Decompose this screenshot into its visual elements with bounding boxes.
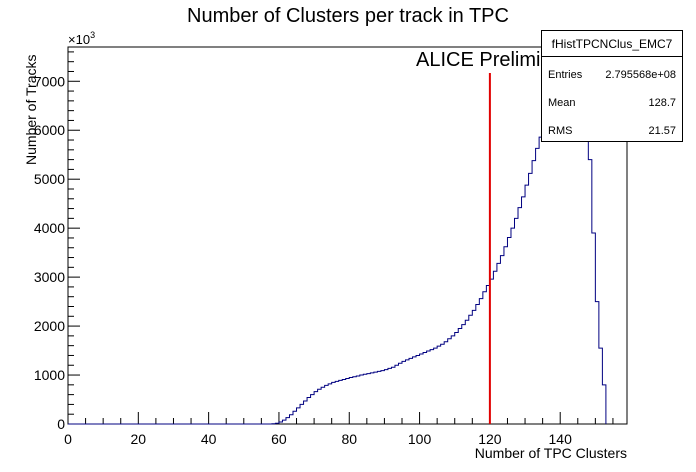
x-tick-label: 40 [201, 431, 217, 447]
stats-value: 2.795568e+08 [605, 69, 676, 81]
y-tick-label: 7000 [34, 73, 65, 89]
y-tick-label: 6000 [34, 122, 65, 138]
chart-title: Number of Clusters per track in TPC [187, 5, 509, 27]
stats-value: 128.7 [648, 97, 676, 109]
y-multiplier: ×103 [68, 30, 95, 47]
y-axis: 0 1000 2000 3000 4000 5000 6000 7000 [34, 51, 80, 432]
x-tick-label: 60 [271, 431, 287, 447]
x-tick-label: 140 [549, 431, 573, 447]
histogram-series-line [68, 73, 607, 425]
stats-row-mean: Mean 128.7 [548, 95, 676, 111]
x-tick-label: 120 [478, 431, 502, 447]
stats-label: Mean [548, 97, 576, 109]
y-tick-label: 0 [57, 416, 65, 432]
y-tick-label: 3000 [34, 269, 65, 285]
x-tick-label: 0 [64, 431, 72, 447]
x-tick-label: 80 [341, 431, 357, 447]
stats-label: RMS [548, 125, 573, 137]
x-axis: 0 20 40 60 80 100 120 140 [64, 412, 614, 447]
stats-title: fHistTPCNClus_EMC7 [542, 31, 682, 57]
y-tick-label: 5000 [34, 171, 65, 187]
y-multiplier-exp: 3 [90, 30, 95, 40]
plot-frame [67, 46, 628, 425]
x-axis-label: Number of TPC Clusters [475, 445, 627, 461]
x-tick-label: 100 [408, 431, 432, 447]
alice-preliminary-label: ALICE Preliminary [416, 49, 579, 71]
y-axis-label: Number of Tracks [23, 55, 39, 165]
stats-value: 21.57 [648, 125, 676, 137]
stats-row-entries: Entries 2.795568e+08 [548, 67, 676, 83]
stats-label: Entries [548, 69, 583, 81]
y-tick-label: 2000 [34, 318, 65, 334]
y-tick-label: 4000 [34, 220, 65, 236]
x-tick-label: 20 [131, 431, 147, 447]
stats-row-rms: RMS 21.57 [548, 123, 676, 139]
y-multiplier-base: ×10 [68, 32, 90, 47]
stats-box: fHistTPCNClus_EMC7 Entries 2.795568e+08 … [541, 30, 683, 142]
y-tick-label: 1000 [34, 367, 65, 383]
